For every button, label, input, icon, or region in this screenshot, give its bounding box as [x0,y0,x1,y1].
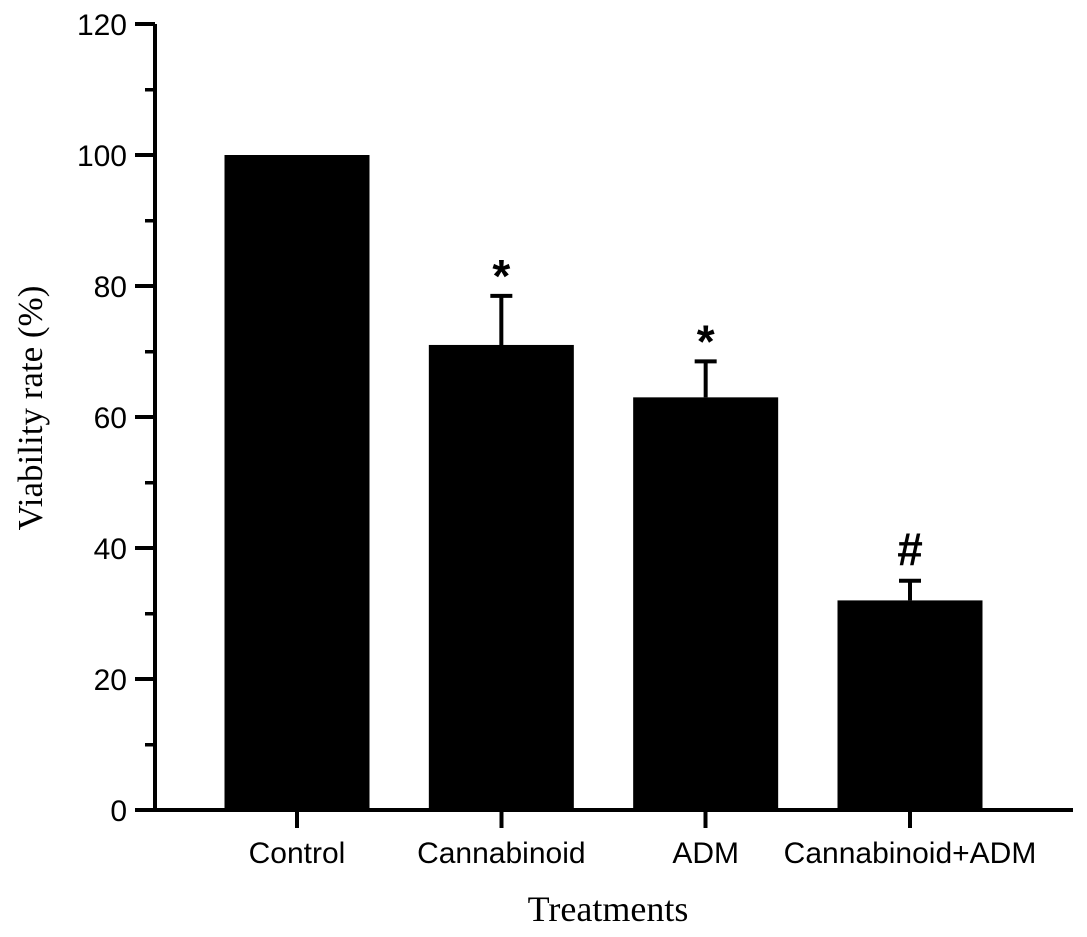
bar-cannabinoid [428,344,574,810]
y-tick-label-120: 120 [77,9,127,42]
significance-marker-adm: * [697,315,715,367]
significance-marker-cannabinoid-adm: # [897,523,923,575]
bar-cannabinoid-adm [837,600,983,810]
y-tick-label-40: 40 [94,533,127,566]
y-tick-label-80: 80 [94,271,127,304]
y-tick-label-60: 60 [94,402,127,435]
significance-marker-cannabinoid: * [492,250,510,302]
x-category-label-cannabinoid: Cannabinoid [417,837,585,870]
x-category-label-control: Control [249,837,346,870]
y-tick-label-0: 0 [110,795,127,828]
x-category-label-adm: ADM [672,837,739,870]
y-axis-title: Viability rate (%) [11,285,50,531]
y-tick-label-20: 20 [94,664,127,697]
x-category-label-cannabinoid-adm: Cannabinoid+ADM [784,837,1037,870]
y-tick-label-100: 100 [77,140,127,173]
bar-control [224,155,370,810]
x-axis-title: Treatments [527,889,689,929]
bar-adm [633,397,779,810]
